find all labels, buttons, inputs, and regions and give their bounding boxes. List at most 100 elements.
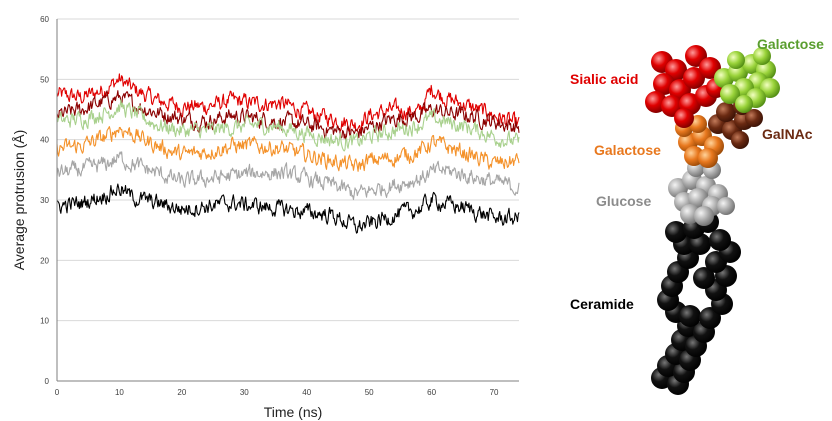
atom-sphere [673, 233, 695, 255]
atom-sphere [753, 47, 771, 65]
atom-sphere [711, 293, 733, 315]
atom-sphere [694, 206, 714, 226]
atom-sphere [678, 132, 698, 152]
atom-sphere [699, 307, 721, 329]
atom-sphere [728, 62, 748, 82]
atom-sphere [734, 78, 754, 98]
atom-sphere [683, 67, 705, 89]
atom-sphere [651, 367, 673, 389]
atom-sphere [705, 279, 727, 301]
atom-sphere [665, 343, 687, 365]
atom-sphere [722, 120, 742, 140]
atom-sphere [746, 88, 766, 108]
gridlines [57, 18, 519, 322]
atom-sphere [674, 192, 694, 212]
atom-sphere [688, 188, 708, 208]
ceramide-atoms [651, 211, 741, 395]
label-galactose-inner: Galactose [594, 142, 661, 158]
atom-sphere [756, 60, 776, 80]
atom-sphere [665, 221, 687, 243]
x-tick-label: 70 [490, 388, 499, 397]
series-line [56, 151, 520, 201]
atom-sphere [705, 251, 727, 273]
atom-sphere [760, 78, 780, 98]
series-line [56, 73, 520, 132]
atom-sphere [689, 233, 711, 255]
atom-sphere [679, 93, 701, 115]
series-line [56, 183, 520, 234]
y-tick-label: 60 [40, 15, 49, 24]
series-lines [56, 73, 520, 234]
atom-sphere [708, 114, 728, 134]
atom-sphere [689, 115, 707, 133]
atom-sphere [693, 321, 715, 343]
atom-sphere [677, 247, 699, 269]
atom-sphere [697, 211, 719, 233]
y-tick-label: 10 [40, 317, 49, 326]
series-line [56, 126, 520, 172]
atom-sphere [698, 148, 718, 168]
atom-sphere [702, 196, 722, 216]
glucose-atoms [668, 159, 735, 226]
galactose-inner-atoms [675, 115, 724, 168]
atom-sphere [671, 329, 693, 351]
atom-sphere [715, 265, 737, 287]
y-axis-title: Average protrusion (Å) [11, 130, 27, 271]
atom-sphere [709, 229, 731, 251]
atom-sphere [703, 161, 721, 179]
atom-sphere [731, 131, 749, 149]
x-axis-title: Time (ns) [264, 404, 323, 420]
galnac-atoms [708, 97, 763, 149]
atom-sphere [719, 241, 741, 263]
sialic-acid-atoms [645, 45, 726, 128]
atom-sphere [684, 146, 704, 166]
y-tick-label: 30 [40, 196, 49, 205]
atom-sphere [692, 126, 712, 146]
label-glucose: Glucose [596, 193, 651, 209]
atom-sphere [716, 102, 736, 122]
atom-sphere [665, 301, 687, 323]
atom-sphere [708, 184, 728, 204]
atom-sphere [667, 373, 689, 395]
atom-sphere [733, 97, 751, 115]
x-tick-labels: 0 10 20 30 40 50 60 70 [55, 388, 499, 397]
atom-sphere [665, 59, 687, 81]
atom-sphere [668, 178, 688, 198]
series-line [56, 99, 520, 152]
atom-sphere [661, 95, 683, 117]
atom-sphere [735, 95, 753, 113]
atom-sphere [695, 85, 717, 107]
atom-sphere [675, 119, 693, 137]
atom-sphere [677, 315, 699, 337]
label-galactose-outer: Galactose [757, 36, 824, 52]
atom-sphere [742, 54, 762, 74]
x-tick-label: 10 [115, 388, 124, 397]
y-tick-label: 50 [40, 75, 49, 84]
x-tick-label: 50 [365, 388, 374, 397]
atom-sphere [734, 110, 754, 130]
atom-sphere [745, 109, 763, 127]
label-sialic-acid: Sialic acid [570, 71, 638, 87]
x-tick-label: 20 [177, 388, 186, 397]
atom-sphere [653, 73, 675, 95]
atom-sphere [679, 305, 701, 327]
atom-sphere [645, 91, 667, 113]
label-galnac: GalNAc [762, 126, 813, 142]
atom-sphere [696, 176, 716, 196]
atom-sphere [673, 361, 695, 383]
atom-sphere [693, 267, 715, 289]
atom-sphere [687, 159, 705, 177]
atom-sphere [667, 261, 689, 283]
atom-sphere [679, 349, 701, 371]
atom-sphere [704, 136, 724, 156]
atom-sphere [680, 204, 700, 224]
atom-sphere [685, 335, 707, 357]
y-tick-labels: 0 10 20 30 40 50 60 [40, 15, 49, 386]
x-tick-label: 60 [427, 388, 436, 397]
y-tick-label: 40 [40, 136, 49, 145]
atom-sphere [657, 355, 679, 377]
atom-sphere [699, 57, 721, 79]
atom-sphere [661, 275, 683, 297]
x-tick-label: 30 [240, 388, 249, 397]
